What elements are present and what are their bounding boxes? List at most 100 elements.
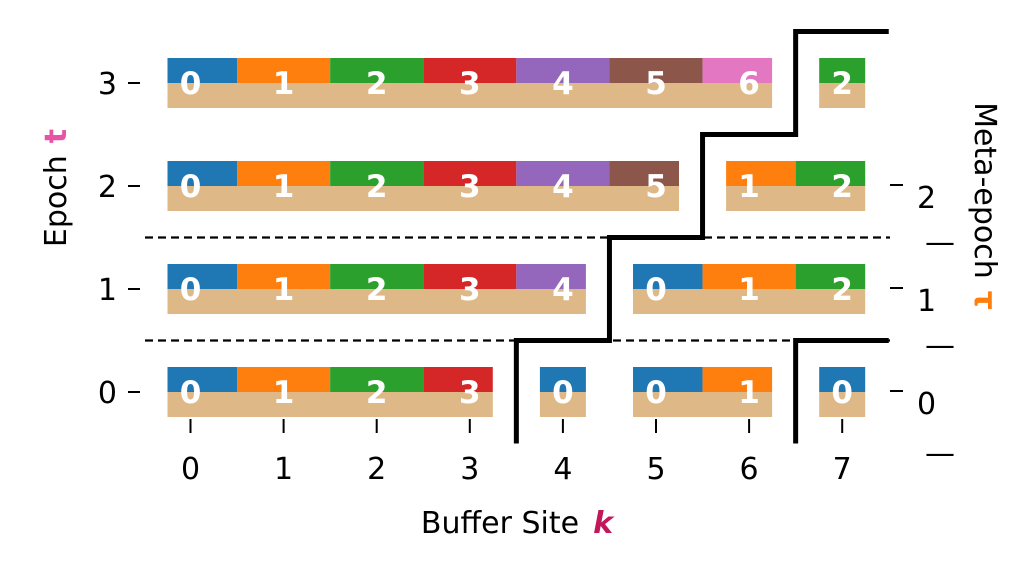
cell-label-e2-k4: 4 [552, 169, 574, 205]
y-tick-label-2: 2 [98, 170, 117, 205]
cell-label-e3-k2: 2 [366, 66, 388, 102]
x-tick-label-2: 2 [367, 452, 386, 487]
y2-divider-dash-0: — [925, 437, 955, 472]
cell-e1-k2 [330, 264, 424, 289]
boundary-path-1 [793, 338, 889, 444]
cell-e0-k7 [819, 367, 866, 392]
cell-label-e3-k4: 4 [552, 66, 574, 102]
x-tick-label-3: 3 [460, 452, 479, 487]
y2-divider-dash-2: — [925, 226, 955, 261]
cell-e2-k7 [795, 161, 866, 186]
x-tick-label-6: 6 [740, 452, 759, 487]
x-axis-symbol: k [593, 506, 615, 541]
cell-label-e1-k3: 3 [459, 272, 481, 308]
cell-label-e2-k1: 1 [273, 169, 295, 205]
y2-tick-label-2: 2 [917, 181, 936, 216]
cell-e3-k4 [516, 58, 610, 83]
cell-label-e3-k0: 0 [180, 66, 202, 102]
y-tick-label-0: 0 [98, 376, 117, 411]
y-axis-title: Epoch t [39, 129, 74, 247]
x-axis-title-text: Buffer Site [421, 506, 579, 541]
y-tick-label-3: 3 [98, 67, 117, 102]
cell-e3-k6 [702, 58, 773, 83]
cell-e0-k2 [330, 367, 424, 392]
cell-e1-k0 [167, 264, 238, 289]
y2-tick-label-1: 1 [917, 284, 936, 319]
cell-e3-k1 [237, 58, 331, 83]
buffer-base-e1-s1 [633, 289, 866, 314]
cell-e3-k5 [609, 58, 703, 83]
cell-label-e0-k3: 3 [459, 375, 481, 411]
cell-e1-k5 [633, 264, 703, 289]
buffer-base-e2-s1 [726, 186, 866, 211]
cell-e2-k0 [167, 161, 238, 186]
x-tick-label-7: 7 [833, 452, 852, 487]
buffer-base-e0-s1 [539, 392, 586, 417]
cell-label-e1-k5: 0 [645, 272, 667, 308]
y-axis-symbol: t [39, 129, 74, 143]
cell-label-e1-k2: 2 [366, 272, 388, 308]
cell-label-e3-k7: 2 [831, 66, 853, 102]
cell-e3-k0 [167, 58, 238, 83]
buffer-base-e1-s0 [167, 289, 586, 314]
buffer-base-e2-s0 [167, 186, 679, 211]
cell-label-e0-k7: 0 [831, 375, 853, 411]
cell-e3-k2 [330, 58, 424, 83]
cell-label-e3-k5: 5 [645, 66, 667, 102]
cell-label-e0-k2: 2 [366, 375, 388, 411]
cell-label-e0-k0: 0 [180, 375, 202, 411]
cell-e2-k2 [330, 161, 424, 186]
cell-label-e3-k1: 1 [273, 66, 295, 102]
x-tick-label-1: 1 [274, 452, 293, 487]
cell-e2-k3 [423, 161, 517, 186]
cell-label-e1-k7: 2 [831, 272, 853, 308]
y2-axis-title-text: Meta-epoch [967, 102, 1002, 279]
y2-tick-label-0: 0 [917, 387, 936, 422]
axes: 0 1 2 3 4 5 6 7 0 1 2 3 0 1 2 — — — [98, 67, 955, 487]
cell-label-e0-k1: 1 [273, 375, 295, 411]
buffer-base-e0-s2 [633, 392, 773, 417]
cell-e0-k6 [702, 367, 773, 392]
x-tick-label-0: 0 [181, 452, 200, 487]
x-tick-label-5: 5 [646, 452, 665, 487]
cell-label-e2-k0: 0 [180, 169, 202, 205]
y2-axis-title: Meta-epoch τ [967, 102, 1002, 310]
buffer-base-e0-s0 [167, 392, 493, 417]
cell-label-e1-k0: 0 [180, 272, 202, 308]
y2-axis-symbol: τ [967, 291, 1002, 310]
buffer-base-e0-s3 [819, 392, 866, 417]
buffer-base-e3-s0 [167, 83, 773, 108]
cell-e0-k5 [633, 367, 703, 392]
y-tick-label-1: 1 [98, 273, 117, 308]
cell-e2-k1 [237, 161, 331, 186]
cell-label-e0-k6: 1 [738, 375, 760, 411]
cell-e3-k7 [819, 58, 866, 83]
x-axis-title: Buffer Site k [421, 506, 615, 541]
x-tick-label-4: 4 [553, 452, 572, 487]
y2-divider-dash-1: — [925, 329, 955, 364]
cell-e1-k6 [702, 264, 796, 289]
cell-e2-k4 [516, 161, 610, 186]
cell-label-e1-k6: 1 [738, 272, 760, 308]
meta-epoch-boundaries [513, 29, 889, 444]
cell-label-e3-k6: 6 [738, 66, 760, 102]
cell-label-e2-k3: 3 [459, 169, 481, 205]
cell-label-e3-k3: 3 [459, 66, 481, 102]
y-axis-title-text: Epoch [39, 155, 74, 247]
cell-e0-k4 [539, 367, 586, 392]
cell-label-e2-k5: 5 [645, 169, 667, 205]
boundary-path-0 [513, 29, 889, 444]
cell-e1-k7 [795, 264, 866, 289]
cell-e1-k1 [237, 264, 331, 289]
cell-e2-k6 [726, 161, 796, 186]
cell-label-e0-k5: 0 [645, 375, 667, 411]
cell-e2-k5 [609, 161, 679, 186]
cell-label-e2-k6: 1 [738, 169, 760, 205]
cell-e0-k1 [237, 367, 331, 392]
cell-e3-k3 [423, 58, 517, 83]
cell-e0-k0 [167, 367, 238, 392]
cell-label-e0-k4: 0 [552, 375, 574, 411]
cell-e0-k3 [423, 367, 493, 392]
meta-epoch-dividers [145, 236, 890, 342]
